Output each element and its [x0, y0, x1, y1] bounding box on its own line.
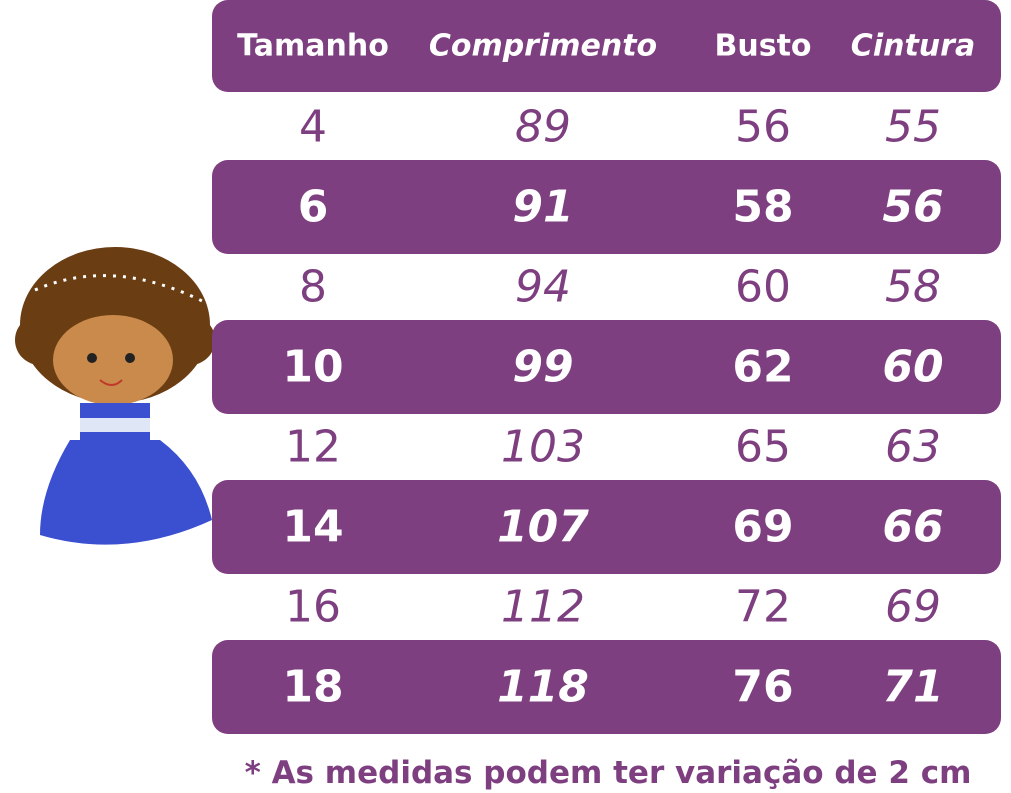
column-header: Tamanho — [237, 29, 389, 64]
cell: 76 — [732, 662, 793, 713]
cell: 99 — [512, 342, 573, 393]
column-header: Comprimento — [429, 29, 657, 64]
row-band — [212, 320, 1001, 414]
cell: 14 — [282, 502, 343, 553]
girl-illustration — [15, 247, 215, 545]
cell: 60 — [735, 262, 791, 313]
row-band — [212, 640, 1001, 734]
cell: 55 — [885, 102, 941, 153]
cell: 69 — [885, 582, 941, 633]
cell: 18 — [282, 662, 343, 713]
cell: 69 — [732, 502, 793, 553]
cell: 103 — [501, 422, 585, 473]
cell: 112 — [501, 582, 585, 633]
cell: 12 — [285, 422, 341, 473]
cell: 65 — [735, 422, 791, 473]
cell: 63 — [885, 422, 941, 473]
row-band — [212, 160, 1001, 254]
cell: 56 — [735, 102, 791, 153]
cell: 58 — [732, 182, 793, 233]
cell: 58 — [885, 262, 941, 313]
cell: 62 — [732, 342, 793, 393]
cell: 72 — [735, 582, 791, 633]
cell: 71 — [882, 662, 943, 713]
column-header: Busto — [714, 29, 811, 64]
row-band — [212, 480, 1001, 574]
cell: 56 — [882, 182, 943, 233]
cell: 16 — [285, 582, 341, 633]
cell: 89 — [515, 102, 571, 153]
cell: 107 — [497, 502, 589, 553]
cell: 60 — [882, 342, 943, 393]
cell: 10 — [282, 342, 343, 393]
cell: 4 — [299, 102, 327, 153]
column-header: Cintura — [851, 29, 975, 64]
cell: 91 — [512, 182, 573, 233]
header-band — [212, 0, 1001, 92]
cell: 66 — [882, 502, 943, 553]
cell: 6 — [298, 182, 329, 233]
cell: 94 — [515, 262, 571, 313]
footnote: * As medidas podem ter variação de 2 cm — [245, 755, 972, 791]
cell: 8 — [299, 262, 327, 313]
cell: 118 — [497, 662, 589, 713]
